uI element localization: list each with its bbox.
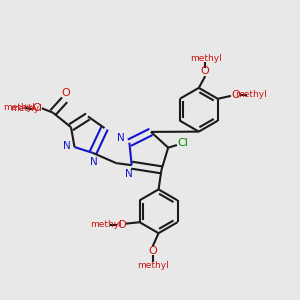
Text: methyl: methyl: [10, 104, 42, 113]
Text: O: O: [201, 66, 210, 76]
Text: N: N: [90, 157, 98, 167]
Text: O: O: [148, 246, 157, 256]
Text: O: O: [61, 88, 70, 98]
Text: methyl: methyl: [3, 103, 35, 112]
Text: N: N: [125, 169, 133, 179]
Text: methyl: methyl: [236, 90, 267, 99]
Text: O: O: [32, 103, 41, 113]
Text: N: N: [117, 133, 125, 143]
Text: O: O: [231, 90, 240, 100]
Text: methyl: methyl: [190, 54, 222, 63]
Text: Cl: Cl: [177, 138, 188, 148]
Text: methyl: methyl: [137, 261, 169, 270]
Text: O: O: [117, 220, 126, 230]
Text: methyl: methyl: [90, 220, 122, 229]
Text: N: N: [63, 141, 71, 151]
